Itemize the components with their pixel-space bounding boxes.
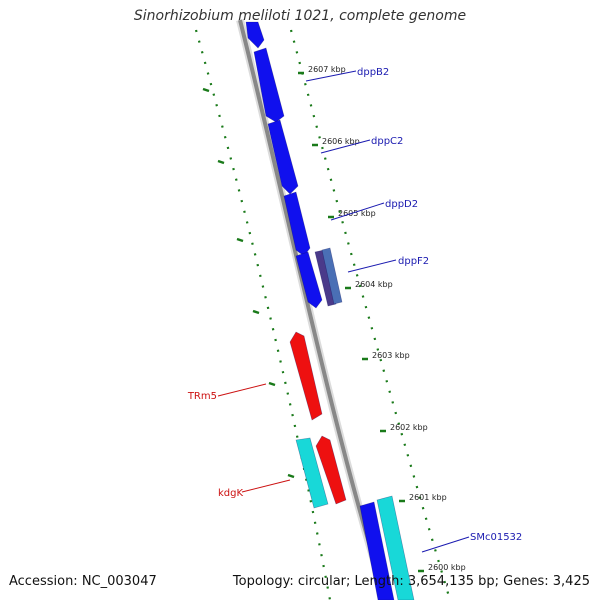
gene-dppB2: [253, 47, 285, 123]
gene-label-dppc2: dppC2: [371, 136, 403, 147]
gene-label-smc01532: SMc01532: [470, 532, 522, 543]
gene-kdgK-rev: [315, 435, 347, 505]
label-leader-line: [305, 70, 357, 82]
tick-label: 2602 kbp: [390, 423, 428, 432]
tick-label: 2606 kbp: [322, 137, 360, 146]
gene-label-dppf2: dppF2: [398, 256, 429, 267]
label-leader-line: [330, 202, 385, 221]
tick-label: 2604 kbp: [355, 280, 393, 289]
gene-kdgK: [295, 437, 329, 509]
inner-major-tick: [268, 381, 276, 387]
inner-major-tick: [236, 237, 244, 243]
gene-dppF2: [321, 247, 343, 305]
label-leader-line: [320, 139, 371, 154]
inner-major-tick: [217, 159, 225, 165]
gene-forward: [245, 21, 265, 49]
gene-forward-3: [359, 501, 395, 600]
gene-label-dppb2: dppB2: [357, 67, 389, 78]
tick-label: 2600 kbp: [428, 563, 466, 572]
gene-label-trm5: TRm5: [187, 391, 217, 402]
label-leader-line: [241, 479, 291, 493]
map-title: Sinorhizobium meliloti 1021, complete ge…: [133, 8, 467, 24]
gene-label-dppd2: dppD2: [385, 199, 418, 210]
accession-text: Accession: NC_003047: [9, 574, 157, 589]
label-leader-line: [421, 536, 470, 553]
gene-label-kdgk: kdgK: [218, 488, 243, 499]
tick-label: 2601 kbp: [409, 493, 447, 502]
genome-summary-text: Topology: circular; Length: 3,654,135 bp…: [232, 574, 590, 589]
tick-label: 2603 kbp: [372, 351, 410, 360]
gene-dppF2-a: [314, 249, 337, 307]
gene-TRm5: [289, 331, 323, 421]
tick-label: 2605 kbp: [338, 209, 376, 218]
gene-dppC2: [267, 119, 299, 195]
label-leader-line: [347, 259, 397, 273]
inner-major-tick: [252, 309, 260, 315]
gene-forward-2: [295, 251, 323, 309]
gene-SMc01532: [376, 495, 415, 600]
gene-dppD2: [283, 191, 311, 257]
label-leader-line: [217, 383, 267, 397]
inner-major-tick: [202, 87, 210, 93]
inner-major-tick: [287, 473, 295, 479]
tick-label: 2607 kbp: [308, 65, 346, 74]
